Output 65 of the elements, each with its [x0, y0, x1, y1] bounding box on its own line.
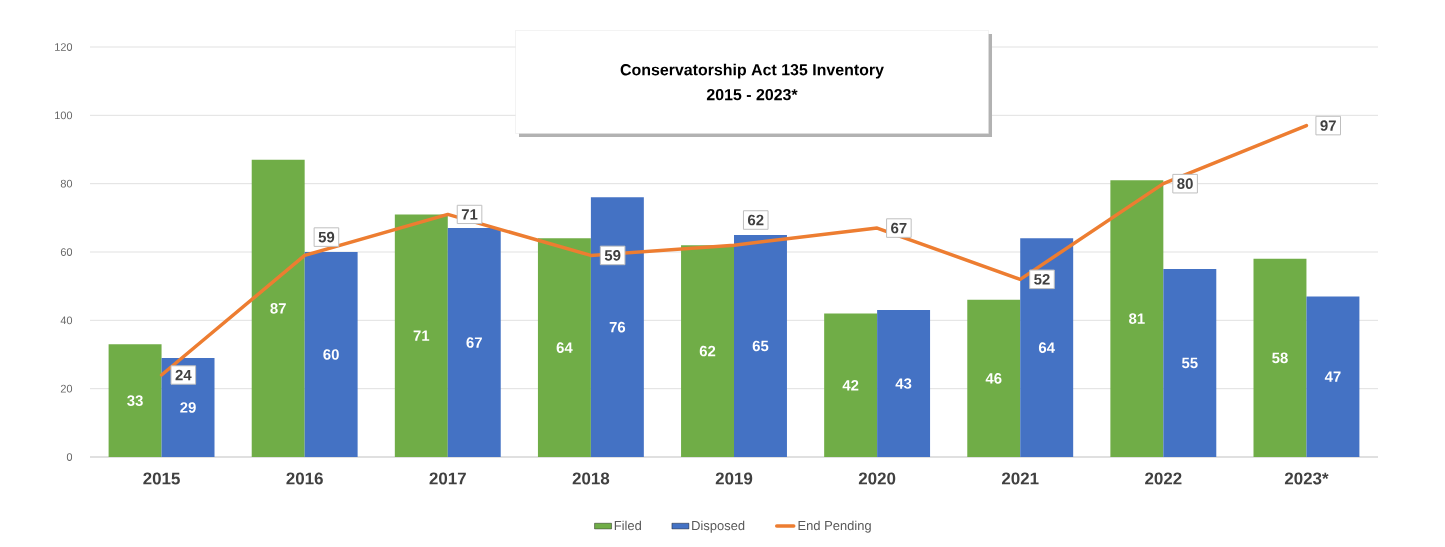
data-label: 87: [270, 303, 286, 314]
data-label: 24: [175, 369, 192, 381]
bar: [304, 252, 358, 457]
data-label: 52: [1034, 274, 1050, 285]
data-label: 29: [180, 402, 196, 413]
bar: [1020, 238, 1074, 457]
bar: [824, 313, 878, 457]
bar: [1253, 258, 1307, 457]
x-tick-label: 2019: [715, 472, 753, 485]
bar: [590, 197, 644, 457]
x-tick-label: 2016: [286, 472, 323, 485]
legend-label: Disposed: [692, 520, 745, 533]
data-label: 76: [609, 321, 626, 333]
x-tick-label: 2017: [429, 472, 466, 485]
y-tick-label: 100: [55, 111, 73, 120]
data-label: 59: [318, 231, 335, 243]
data-label: 47: [1324, 371, 1341, 382]
x-tick-label: 2023*: [1284, 472, 1329, 485]
data-label: 67: [891, 222, 907, 234]
bar: [108, 344, 162, 457]
x-tick-label: 2021: [1001, 472, 1039, 485]
bar: [251, 159, 305, 457]
data-label: 64: [1038, 342, 1055, 353]
bar: [447, 228, 501, 457]
data-label: 80: [1177, 178, 1193, 189]
x-tick-label: 2018: [572, 472, 610, 485]
y-tick-label: 80: [60, 179, 73, 188]
data-label: 58: [1272, 352, 1288, 364]
bar: [537, 238, 591, 457]
data-label: 71: [461, 209, 478, 220]
data-label: 62: [699, 345, 716, 357]
y-tick-label: 40: [60, 316, 73, 325]
data-label: 46: [985, 373, 1002, 384]
legend-label: Filed: [614, 520, 641, 531]
text: 2015 - 2023*: [706, 89, 798, 101]
data-label: 43: [895, 378, 912, 389]
data-label: 60: [323, 349, 339, 360]
x-tick-label: 2022: [1145, 472, 1182, 485]
bar: [1306, 296, 1360, 457]
data-label: 33: [127, 395, 143, 406]
bar: [967, 299, 1021, 457]
data-label: 97: [1320, 120, 1336, 131]
bar: [394, 214, 448, 457]
bar: [734, 234, 787, 457]
data-label: 71: [413, 330, 430, 341]
y-tick-label: 120: [55, 43, 73, 51]
data-label: 64: [556, 342, 573, 353]
data-label: 81: [1129, 313, 1145, 324]
y-tick-label: 0: [66, 453, 73, 461]
y-tick-label: 60: [60, 248, 73, 256]
data-label: 42: [842, 380, 859, 391]
legend-label: End Pending: [798, 520, 871, 533]
data-label: 55: [1181, 357, 1198, 369]
bar: [877, 310, 931, 457]
data-label: 67: [466, 337, 482, 348]
bar: [1163, 269, 1217, 457]
bar: [681, 245, 734, 457]
y-tick-label: 20: [60, 384, 73, 393]
text: Conservatorship Act 135 Inventory: [620, 63, 884, 79]
x-tick-label: 2015: [143, 472, 180, 485]
x-tick-label: 2020: [858, 472, 896, 485]
bar: [1110, 180, 1164, 457]
data-label: 65: [752, 340, 769, 352]
data-label: 59: [604, 250, 621, 261]
data-label: 62: [748, 214, 764, 226]
